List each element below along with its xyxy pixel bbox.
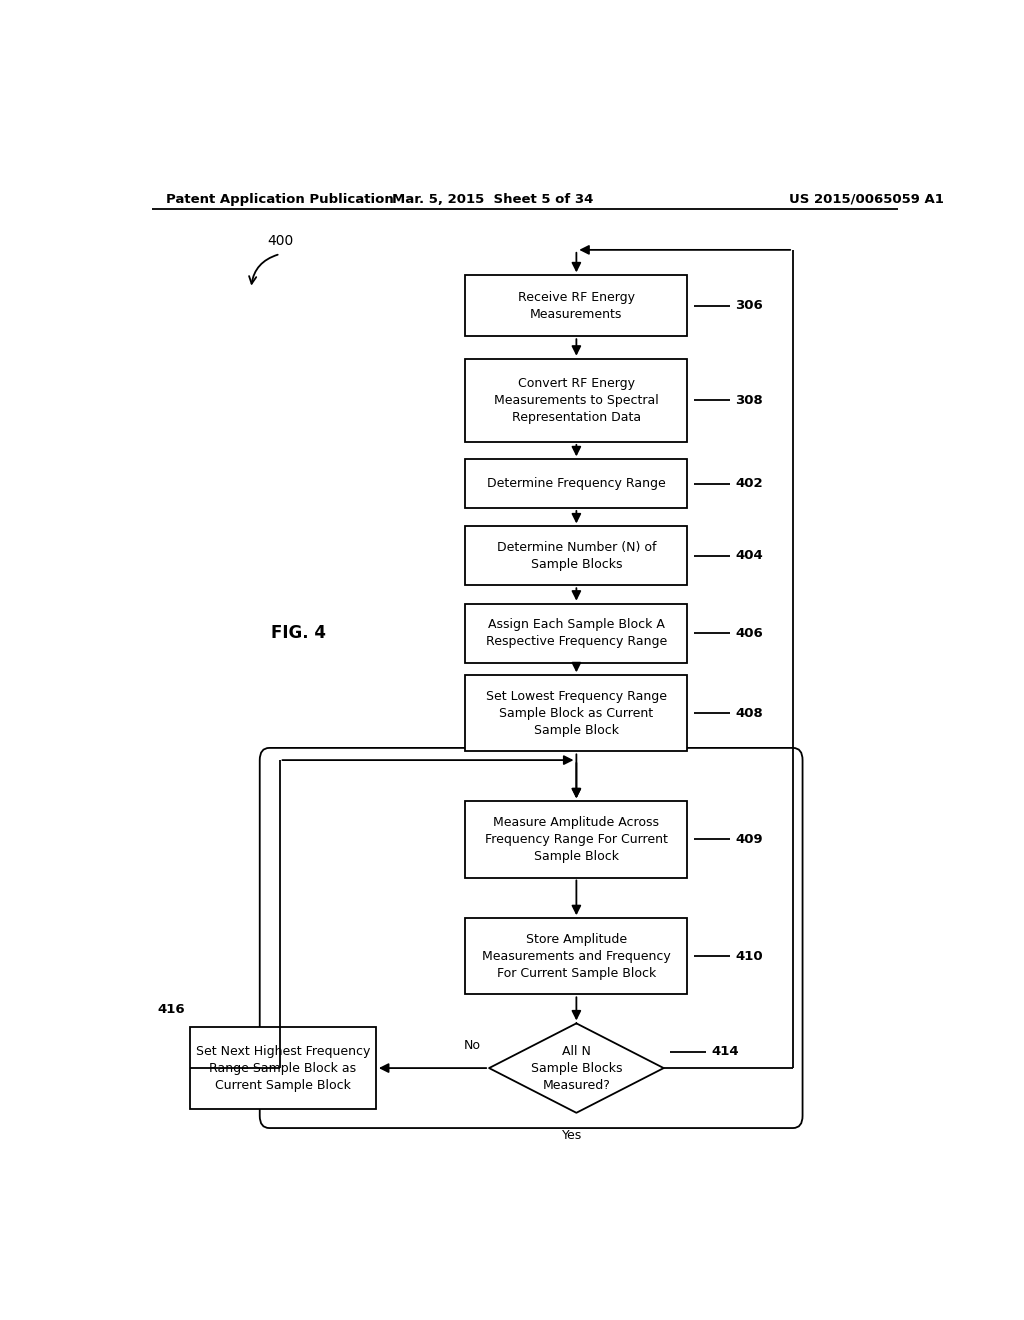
Text: Mar. 5, 2015  Sheet 5 of 34: Mar. 5, 2015 Sheet 5 of 34 xyxy=(392,193,594,206)
Text: Yes: Yes xyxy=(562,1129,583,1142)
Text: Measure Amplitude Across
Frequency Range For Current
Sample Block: Measure Amplitude Across Frequency Range… xyxy=(485,816,668,863)
Text: 404: 404 xyxy=(735,549,763,562)
Text: 308: 308 xyxy=(735,393,763,407)
FancyBboxPatch shape xyxy=(465,527,687,585)
Text: Assign Each Sample Block A
Respective Frequency Range: Assign Each Sample Block A Respective Fr… xyxy=(485,618,667,648)
Text: 409: 409 xyxy=(735,833,763,846)
Text: Convert RF Energy
Measurements to Spectral
Representation Data: Convert RF Energy Measurements to Spectr… xyxy=(494,376,658,424)
Text: No: No xyxy=(464,1039,481,1052)
FancyBboxPatch shape xyxy=(465,676,687,751)
Text: 402: 402 xyxy=(735,477,763,490)
FancyBboxPatch shape xyxy=(189,1027,376,1109)
FancyBboxPatch shape xyxy=(465,919,687,994)
Text: 406: 406 xyxy=(735,627,763,640)
Text: FIG. 4: FIG. 4 xyxy=(271,624,326,642)
Text: 408: 408 xyxy=(735,706,763,719)
FancyBboxPatch shape xyxy=(465,801,687,878)
FancyBboxPatch shape xyxy=(465,276,687,337)
Text: Patent Application Publication: Patent Application Publication xyxy=(166,193,394,206)
Text: 414: 414 xyxy=(712,1045,739,1059)
Text: Determine Number (N) of
Sample Blocks: Determine Number (N) of Sample Blocks xyxy=(497,541,656,570)
FancyBboxPatch shape xyxy=(465,359,687,442)
Text: 416: 416 xyxy=(158,1003,185,1015)
FancyBboxPatch shape xyxy=(465,603,687,663)
Polygon shape xyxy=(489,1023,664,1113)
Text: 306: 306 xyxy=(735,300,763,313)
Text: All N
Sample Blocks
Measured?: All N Sample Blocks Measured? xyxy=(530,1044,623,1092)
FancyBboxPatch shape xyxy=(465,459,687,508)
Text: Set Lowest Frequency Range
Sample Block as Current
Sample Block: Set Lowest Frequency Range Sample Block … xyxy=(485,690,667,737)
Text: Store Amplitude
Measurements and Frequency
For Current Sample Block: Store Amplitude Measurements and Frequen… xyxy=(482,933,671,979)
Text: Determine Frequency Range: Determine Frequency Range xyxy=(487,477,666,490)
Text: 400: 400 xyxy=(267,234,293,248)
Text: US 2015/0065059 A1: US 2015/0065059 A1 xyxy=(788,193,943,206)
Text: Receive RF Energy
Measurements: Receive RF Energy Measurements xyxy=(518,290,635,321)
Text: Set Next Highest Frequency
Range Sample Block as
Current Sample Block: Set Next Highest Frequency Range Sample … xyxy=(196,1044,370,1092)
Text: 410: 410 xyxy=(735,950,763,962)
